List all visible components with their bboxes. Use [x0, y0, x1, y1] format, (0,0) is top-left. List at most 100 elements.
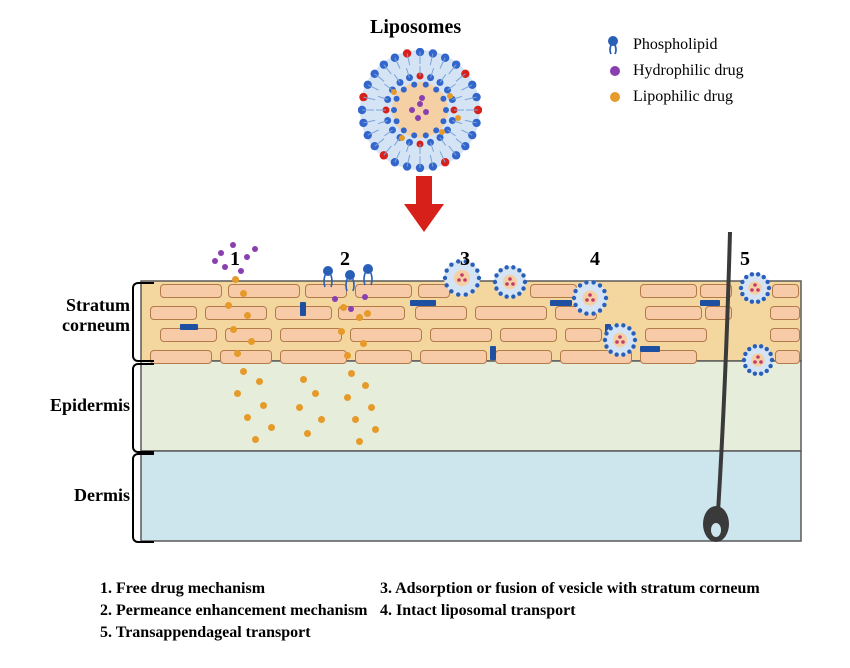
- lipophilic-dot: [338, 328, 345, 335]
- corneocyte: [220, 350, 272, 364]
- lipophilic-dot: [344, 352, 351, 359]
- corneocyte: [770, 328, 800, 342]
- mechanism-number: 3: [460, 248, 470, 271]
- brace-epi: [132, 363, 154, 453]
- corneocyte: [500, 328, 557, 342]
- lipid-bar: [180, 324, 198, 330]
- legend-item-hydrophilic: Hydrophilic drug: [605, 61, 744, 81]
- corneocyte: [775, 350, 800, 364]
- hydrophilic-dot: [222, 264, 228, 270]
- lipophilic-dot: [368, 404, 375, 411]
- small-liposome: [601, 321, 639, 359]
- hair-follicle: [700, 232, 760, 552]
- key-item: 2. Permeance enhancement mechanism: [100, 602, 368, 620]
- corneocyte: [205, 306, 267, 320]
- label-epidermis: Epidermis: [40, 395, 130, 416]
- lipophilic-dot: [364, 310, 371, 317]
- corneocyte: [640, 350, 697, 364]
- hydrophilic-icon: [605, 61, 625, 81]
- diagram-title: Liposomes: [370, 16, 461, 39]
- lipophilic-dot: [248, 338, 255, 345]
- mechanism-number: 5: [740, 248, 750, 271]
- phospholipid-icon: [360, 264, 376, 286]
- corneocyte: [645, 306, 702, 320]
- corneocyte: [645, 328, 707, 342]
- corneocyte: [280, 328, 342, 342]
- lipophilic-dot: [240, 368, 247, 375]
- corneocyte: [640, 284, 697, 298]
- title-text: Liposomes: [370, 16, 461, 38]
- corneocyte: [150, 350, 212, 364]
- lipophilic-dot: [260, 402, 267, 409]
- lipophilic-dot: [312, 390, 319, 397]
- lipid-bar: [490, 346, 496, 360]
- lipophilic-dot: [234, 350, 241, 357]
- label-stratum-corneum: Stratum corneum: [40, 296, 130, 336]
- down-arrow-icon: [404, 176, 444, 232]
- legend-item-phospholipid: Phospholipid: [605, 35, 744, 55]
- lipophilic-dot: [240, 290, 247, 297]
- legend: Phospholipid Hydrophilic drug Lipophilic…: [605, 35, 744, 113]
- corneocyte: [495, 350, 552, 364]
- lipophilic-dot: [234, 390, 241, 397]
- hydrophilic-dot: [218, 250, 224, 256]
- corneocyte: [430, 328, 492, 342]
- corneocyte: [770, 306, 800, 320]
- lipophilic-dot: [352, 416, 359, 423]
- hydrophilic-dot: [348, 306, 354, 312]
- lipophilic-dot: [244, 414, 251, 421]
- hydrophilic-dot: [244, 254, 250, 260]
- corneocyte: [565, 328, 602, 342]
- key-item: 1. Free drug mechanism: [100, 580, 265, 598]
- corneocyte: [420, 350, 487, 364]
- small-liposome: [491, 263, 529, 301]
- hydrophilic-dot: [252, 246, 258, 252]
- label-dermis: Dermis: [40, 485, 130, 506]
- lipophilic-dot: [344, 394, 351, 401]
- brace-sc: [132, 282, 154, 362]
- lipid-bar: [300, 302, 306, 316]
- lipophilic-dot: [256, 378, 263, 385]
- lipid-bar: [410, 300, 436, 306]
- corneocyte: [160, 284, 222, 298]
- hydrophilic-dot: [332, 296, 338, 302]
- lipophilic-dot: [300, 376, 307, 383]
- lipophilic-dot: [318, 416, 325, 423]
- lipophilic-dot: [360, 340, 367, 347]
- mechanism-number: 2: [340, 248, 350, 271]
- lipophilic-dot: [244, 312, 251, 319]
- lipophilic-dot: [356, 314, 363, 321]
- lipophilic-dot: [362, 382, 369, 389]
- corneocyte: [415, 306, 467, 320]
- lipophilic-icon: [605, 87, 625, 107]
- lipophilic-dot: [348, 370, 355, 377]
- lipophilic-dot: [230, 326, 237, 333]
- lipid-bar: [550, 300, 572, 306]
- legend-label: Hydrophilic drug: [633, 62, 744, 80]
- lipophilic-dot: [225, 302, 232, 309]
- corneocyte: [228, 284, 300, 298]
- legend-label: Phospholipid: [633, 36, 717, 54]
- lipophilic-dot: [304, 430, 311, 437]
- hydrophilic-dot: [362, 294, 368, 300]
- corneocyte: [355, 350, 412, 364]
- lipophilic-dot: [296, 404, 303, 411]
- legend-item-lipophilic: Lipophilic drug: [605, 87, 744, 107]
- lipophilic-dot: [340, 304, 347, 311]
- liposome-main: [358, 48, 482, 172]
- lipid-bar: [640, 346, 660, 352]
- small-liposome: [570, 278, 610, 318]
- mechanism-number: 1: [230, 248, 240, 271]
- hydrophilic-dot: [212, 258, 218, 264]
- lipophilic-dot: [356, 438, 363, 445]
- phospholipid-icon: [605, 35, 625, 55]
- lipophilic-dot: [372, 426, 379, 433]
- corneocyte: [150, 306, 197, 320]
- corneocyte: [160, 328, 217, 342]
- phospholipid-icon: [320, 266, 336, 288]
- lipophilic-dot: [232, 276, 239, 283]
- key-item: 5. Transappendageal transport: [100, 624, 311, 642]
- key-item: 3. Adsorption or fusion of vesicle with …: [380, 580, 760, 598]
- corneocyte: [475, 306, 547, 320]
- lipophilic-dot: [252, 436, 259, 443]
